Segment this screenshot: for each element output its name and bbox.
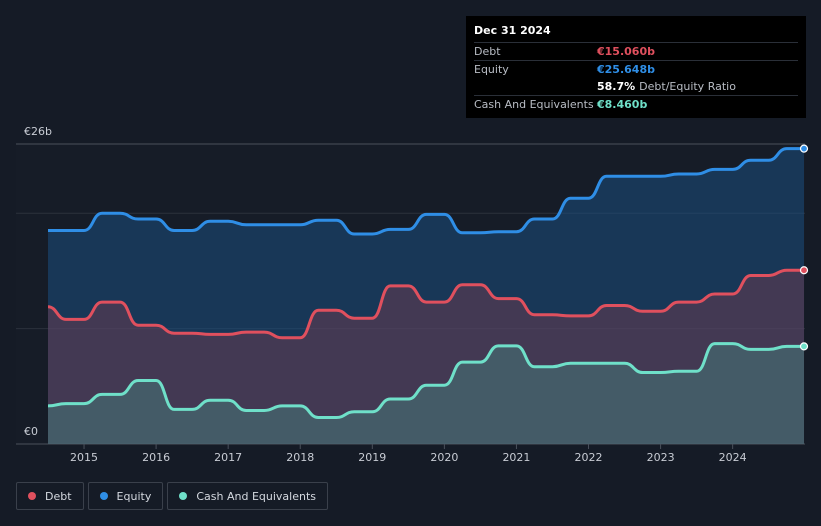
end-marker-cash-and-equivalents (799, 342, 809, 351)
tooltip-debt-label: Debt (474, 45, 501, 58)
legend-item-equity[interactable]: Equity (87, 482, 164, 510)
tooltip-ratio-label: Debt/Equity Ratio (639, 80, 736, 93)
axes: €26b €0 2015 2016 2017 2018 2019 2020 2021 2022 20… (24, 125, 747, 464)
series-end-markers (799, 144, 809, 351)
legend-label-cash: Cash And Equivalents (196, 489, 316, 503)
legend-label-equity: Equity (116, 489, 152, 503)
series-lines (47, 147, 804, 419)
tooltip-row-debt: Debt €15.060b (474, 42, 798, 60)
tooltip-row-equity: Equity €25.648b (474, 60, 798, 78)
legend-dot-debt (28, 492, 36, 500)
y-tick-label-zero: €0 (24, 425, 38, 438)
tooltip-cash-value: €8.460b (597, 98, 648, 111)
x-tick-label: 2024 (719, 451, 747, 464)
area-cash-and-equivalents (48, 343, 804, 444)
legend-item-cash[interactable]: Cash And Equivalents (167, 482, 328, 510)
tooltip-debt-value: €15.060b (597, 45, 655, 58)
x-tick-label: 2023 (647, 451, 675, 464)
x-tick-label: 2022 (575, 451, 603, 464)
line-cash-and-equivalents (47, 342, 804, 419)
x-tick-label: 2019 (358, 451, 386, 464)
x-tick-label: 2016 (142, 451, 170, 464)
legend-label-debt: Debt (45, 489, 72, 503)
x-tick-label: 2018 (286, 451, 314, 464)
tooltip-ratio-value: 58.7% (597, 80, 636, 93)
series-areas (48, 148, 804, 444)
tooltip-panel: Dec 31 2024 Debt €15.060b Equity €25.648… (466, 16, 806, 118)
line-equity (48, 147, 804, 236)
y-tick-label-top: €26b (24, 125, 52, 138)
x-tick-label: 2020 (430, 451, 458, 464)
legend-dot-cash (179, 492, 188, 500)
x-tick-label: 2021 (502, 451, 530, 464)
tooltip-equity-label: Equity (474, 63, 509, 76)
legend-dot-equity (99, 492, 108, 500)
line-debt (47, 268, 804, 340)
chart-legend: Debt Equity Cash And Equivalents (16, 482, 328, 510)
end-marker-debt (799, 266, 809, 275)
x-tick-label: 2017 (214, 451, 242, 464)
legend-item-debt[interactable]: Debt (16, 482, 84, 510)
end-marker-equity (799, 144, 809, 153)
tooltip-equity-value: €25.648b (597, 63, 655, 76)
tooltip-row-ratio: 58.7% Debt/Equity Ratio (474, 78, 798, 95)
tooltip-row-cash: Cash And Equivalents €8.460b (474, 95, 798, 113)
tooltip-cash-label: Cash And Equivalents (474, 98, 594, 111)
x-tick-label: 2015 (70, 451, 98, 464)
tooltip-date: Dec 31 2024 (474, 24, 551, 37)
